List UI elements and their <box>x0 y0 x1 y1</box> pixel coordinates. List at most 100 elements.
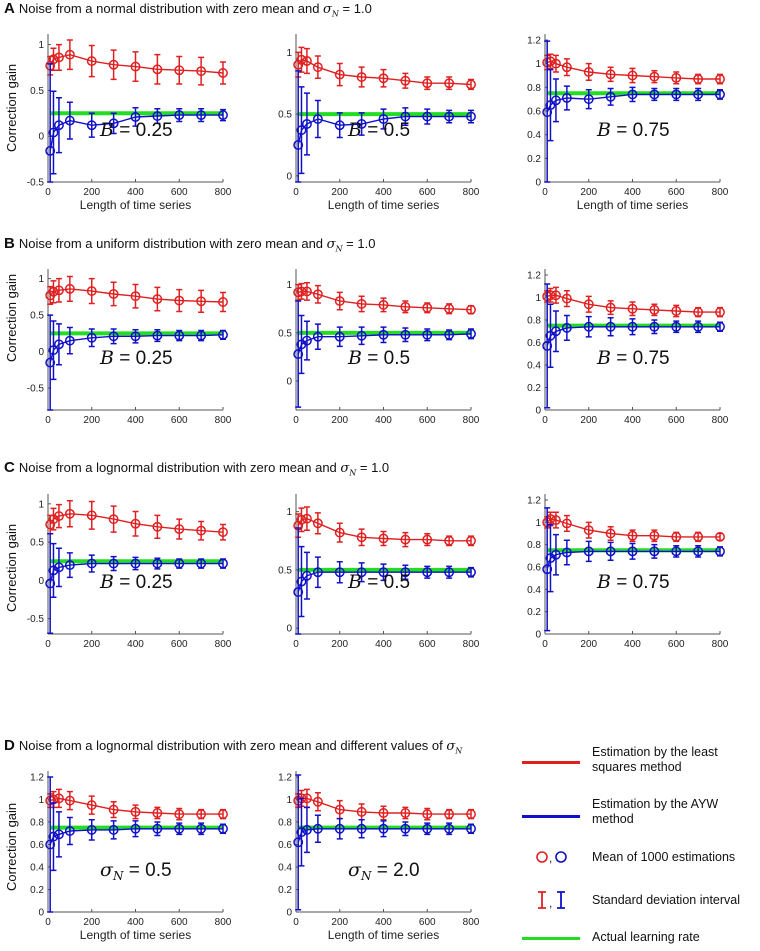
ayw-mean-point-a1 <box>196 110 207 121</box>
ayw-errorbar-b2 <box>295 300 302 408</box>
ls-mean-point-a2 <box>312 62 323 73</box>
legend-std-bar-red <box>538 891 546 909</box>
ayw-mean-point-b2 <box>378 329 389 340</box>
ayw-mean-point-c1 <box>48 565 59 576</box>
x-axis-label-a1: Length of time series <box>80 198 191 212</box>
ayw-errorbar-c1 <box>66 552 73 579</box>
ayw-mean-point-a1 <box>174 110 185 121</box>
ayw-errorbar-a1 <box>47 63 54 183</box>
ayw-mean-point-d2 <box>356 823 367 834</box>
annotation-c1: B = 0.25 <box>99 571 173 593</box>
ls-mean-point-c3 <box>545 514 556 524</box>
ayw-errorbar-b2 <box>314 323 321 350</box>
x-tick-label-b2: 0 <box>293 415 299 426</box>
ls-mean-point-a2 <box>444 78 455 89</box>
x-tick-label-d1: 600 <box>171 917 188 928</box>
panel-text-b: Noise from a uniform distribution with z… <box>18 236 327 251</box>
ayw-errorbar-b2 <box>380 326 387 344</box>
annotation-sub-d1: N <box>112 869 124 883</box>
y-tick-label-c1: -0.5 <box>27 614 45 625</box>
ls-errorbar-b2 <box>336 291 343 311</box>
annotation-d2: σN = 2.0 <box>348 859 420 883</box>
annotation-var-a3: B <box>596 119 611 141</box>
ls-line-c2 <box>297 517 471 542</box>
ayw-mean-point-c1 <box>174 558 185 569</box>
ls-mean-point-a3 <box>715 74 725 85</box>
legend-mean-circle-red <box>536 851 548 863</box>
ayw-errorbar-c2 <box>298 545 305 618</box>
legend-std-text: Standard deviation interval <box>592 893 741 907</box>
ayw-errorbar-c2 <box>358 562 365 583</box>
ls-mean-point-a2 <box>356 72 367 82</box>
ayw-errorbar-a2 <box>402 107 409 126</box>
ayw-errorbar-d1 <box>47 776 54 913</box>
ayw-mean-point-b2 <box>356 330 367 341</box>
ls-mean-point-b1 <box>130 291 141 302</box>
ayw-errorbar-b3 <box>563 314 570 341</box>
y-tick-label-a3: 0.6 <box>527 107 541 118</box>
annotation-c3: B = 0.75 <box>596 571 670 593</box>
x-tick-label-b3: 600 <box>668 415 685 426</box>
ayw-mean-point-d1 <box>86 824 97 835</box>
ls-errorbar-d1 <box>88 795 95 815</box>
ls-mean-point-d1 <box>108 804 119 815</box>
ayw-mean-point-b3 <box>605 321 616 332</box>
y-tick-label-c1: 0.5 <box>30 538 44 549</box>
ayw-errorbar-c3 <box>563 539 570 566</box>
y-tick-label-b2: 1 <box>286 280 292 291</box>
y-tick-label-d2: 0.2 <box>278 885 292 896</box>
y-tick-label-b1: -0.5 <box>27 384 45 395</box>
x-tick-label-b3: 0 <box>542 415 548 426</box>
ayw-mean-point-c2 <box>466 567 476 578</box>
ayw-mean-point-b3 <box>583 321 594 332</box>
ayw-mean-point-d1 <box>48 831 59 842</box>
x-tick-label-c1: 0 <box>45 639 51 650</box>
ayw-mean-point-c2 <box>334 567 345 578</box>
ayw-mean-point-a2 <box>301 119 312 129</box>
x-tick-label-b3: 800 <box>712 415 729 426</box>
ls-mean-point-a2 <box>378 73 389 84</box>
ayw-mean-point-a2 <box>334 120 345 131</box>
ayw-mean-point-b1 <box>86 332 97 343</box>
ayw-mean-point-a3 <box>693 89 704 100</box>
ayw-mean-point-a1 <box>86 120 97 131</box>
annotation-var-c2: B <box>347 571 362 593</box>
x-tick-label-c1: 400 <box>127 639 144 650</box>
y-tick-label-b3: 1.2 <box>527 271 541 282</box>
ls-mean-point-b2 <box>466 304 476 315</box>
ayw-errorbar-d2 <box>295 774 302 911</box>
x-tick-label-a2: 800 <box>463 187 480 198</box>
y-tick-label-b1: 0 <box>38 347 44 358</box>
ls-mean-point-b2 <box>400 301 411 312</box>
ayw-mean-point-b2 <box>312 331 323 342</box>
ayw-mean-point-a2 <box>466 111 476 122</box>
ayw-errorbar-b1 <box>50 320 57 381</box>
legend-ls-text: Estimation by the least squares method <box>592 745 718 774</box>
annotation-c2: B = 0.5 <box>347 571 410 593</box>
ls-errorbar-a1 <box>66 39 73 71</box>
ls-mean-point-a1 <box>53 52 64 63</box>
ayw-mean-point-d2 <box>400 823 411 834</box>
panel-letter-d: D <box>4 737 15 754</box>
ls-errorbar-a1 <box>176 55 183 85</box>
x-tick-label-d2: 800 <box>463 917 480 928</box>
y-tick-label-c1: 1 <box>38 499 44 510</box>
ayw-errorbar-a3 <box>547 68 554 142</box>
ls-mean-point-b1 <box>196 296 207 307</box>
ayw-errorbar-a2 <box>336 112 343 139</box>
ls-mean-point-b3 <box>627 303 638 314</box>
x-tick-label-c3: 800 <box>712 639 729 650</box>
ls-mean-point-d1 <box>64 795 75 806</box>
x-tick-label-d2: 600 <box>419 917 436 928</box>
annotation-var-d2: σ <box>348 859 362 881</box>
x-tick-label-a3: 800 <box>712 187 729 198</box>
ls-errorbar-b3 <box>552 286 559 304</box>
ls-mean-point-b1 <box>218 297 228 307</box>
legend-ls-line <box>522 761 580 764</box>
ls-mean-point-a3 <box>550 58 561 69</box>
ls-errorbar-d2 <box>314 792 321 812</box>
y-tick-label-d2: 0.8 <box>278 818 292 829</box>
ayw-errorbar-a1 <box>50 90 57 175</box>
ls-mean-point-c1 <box>152 521 163 532</box>
ls-mean-point-a1 <box>108 59 119 70</box>
